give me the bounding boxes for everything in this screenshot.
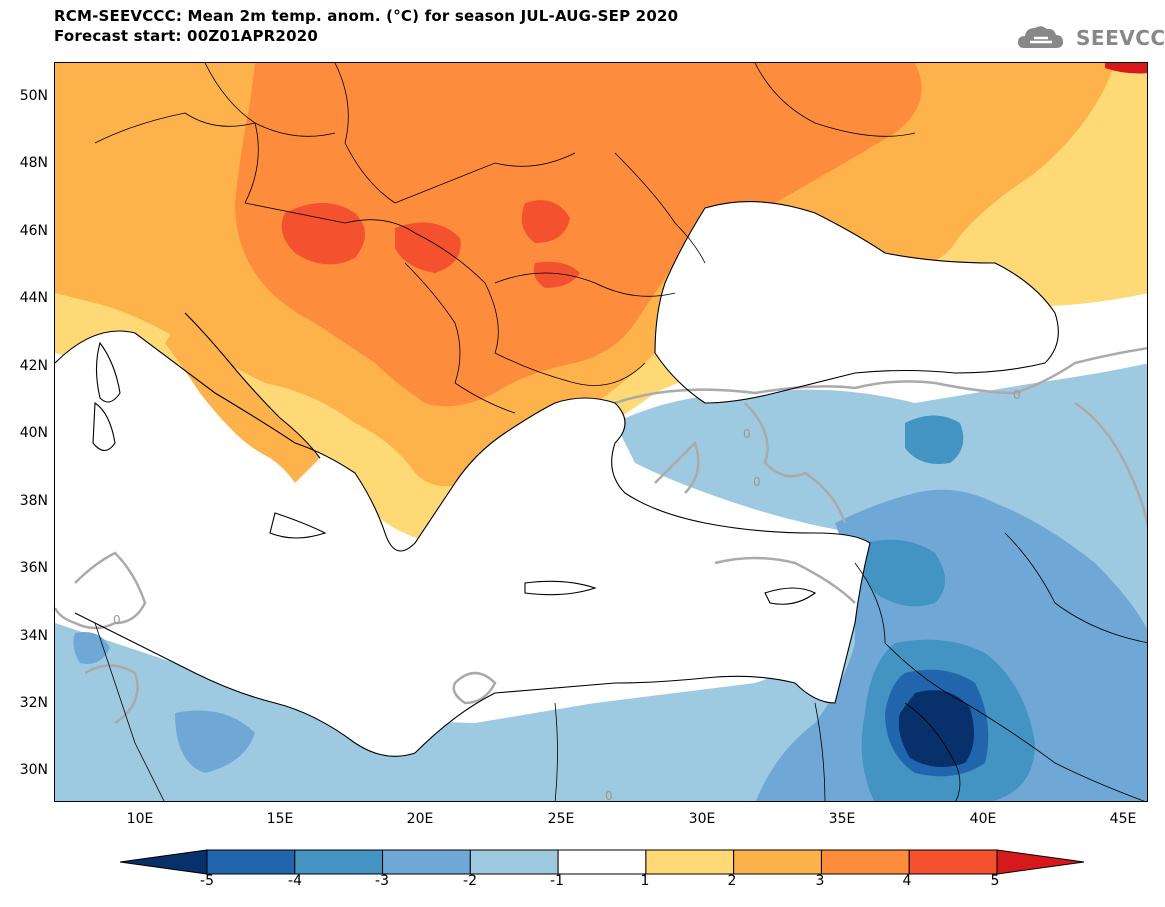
colorbar-segment	[294, 849, 384, 875]
contour-label: 0	[113, 613, 121, 627]
lat-tick: 48N	[19, 155, 48, 171]
lat-tick: 50N	[19, 88, 48, 104]
anom-plus3-area	[235, 63, 922, 407]
lon-tick: 25E	[547, 811, 575, 827]
lon-tick: 20E	[406, 811, 434, 827]
lon-tick: 35E	[828, 811, 856, 827]
colorbar	[119, 849, 1085, 875]
lat-tick: 44N	[19, 290, 48, 306]
colorbar-segments	[119, 849, 1085, 875]
country-borders	[94, 63, 1147, 801]
anomaly-map: 0 0 0 0 0	[54, 62, 1148, 802]
anom-plus4-area	[281, 203, 365, 265]
colorbar-label: 3	[815, 873, 825, 889]
lat-tick: 40N	[19, 425, 48, 441]
lat-tick: 34N	[19, 628, 48, 644]
colorbar-label: -3	[375, 873, 389, 889]
anom-plus5-area	[1105, 63, 1147, 74]
map-canvas	[55, 63, 1147, 801]
colorbar-segment	[908, 849, 998, 875]
contour-label: 0	[743, 427, 751, 441]
colorbar-segment	[469, 849, 559, 875]
colorbar-segment	[206, 849, 296, 875]
colorbar-segment	[820, 849, 910, 875]
colorbar-label: -2	[463, 873, 477, 889]
lon-tick: 40E	[969, 811, 997, 827]
cloud-icon	[1018, 26, 1063, 48]
lat-tick: 42N	[19, 358, 48, 374]
anom-minus3-area	[861, 539, 945, 607]
anom-plus4-area	[533, 261, 580, 288]
title-line-1: RCM-SEEVCCC: Mean 2m temp. anom. (°C) fo…	[54, 7, 679, 25]
colorbar-label: -4	[288, 873, 302, 889]
anom-plus4-area	[395, 222, 461, 273]
black-sea	[655, 201, 1059, 403]
zero-contour-lines	[55, 347, 1147, 725]
colorbar-segment	[557, 849, 647, 875]
coastlines	[55, 201, 1059, 757]
anom-minus5-area	[898, 690, 974, 767]
logo-text: SEEVCCC	[1076, 26, 1165, 50]
lat-tick: 46N	[19, 223, 48, 239]
lat-tick: 32N	[19, 695, 48, 711]
anom-minus2-area	[175, 710, 255, 773]
contour-label: 0	[605, 789, 613, 802]
anom-minus3-area	[905, 415, 964, 464]
colorbar-segment	[382, 849, 471, 875]
lat-tick: 38N	[19, 493, 48, 509]
lon-tick: 10E	[126, 811, 154, 827]
lon-tick: 45E	[1109, 811, 1137, 827]
colorbar-label: 2	[727, 873, 737, 889]
colorbar-segment	[645, 849, 735, 875]
colorbar-label: 5	[990, 873, 1000, 889]
colorbar-label: 1	[640, 873, 650, 889]
anom-plus4-area	[521, 200, 570, 243]
contour-label: 0	[753, 475, 761, 489]
title-line-2: Forecast start: 00Z01APR2020	[54, 27, 318, 45]
italy-land	[165, 313, 320, 483]
lon-tick: 15E	[266, 811, 294, 827]
colorbar-segment	[119, 849, 208, 875]
colorbar-segment	[733, 849, 822, 875]
lon-tick: 30E	[688, 811, 716, 827]
lat-tick: 36N	[19, 560, 48, 576]
lat-tick: 30N	[19, 762, 48, 778]
colorbar-segment	[996, 849, 1085, 875]
colorbar-label: 4	[902, 873, 912, 889]
contour-label: 0	[1013, 388, 1021, 402]
colorbar-label: -5	[200, 873, 214, 889]
colorbar-label: -1	[550, 873, 564, 889]
seevccc-logo: SEEVCCC	[1016, 20, 1165, 56]
